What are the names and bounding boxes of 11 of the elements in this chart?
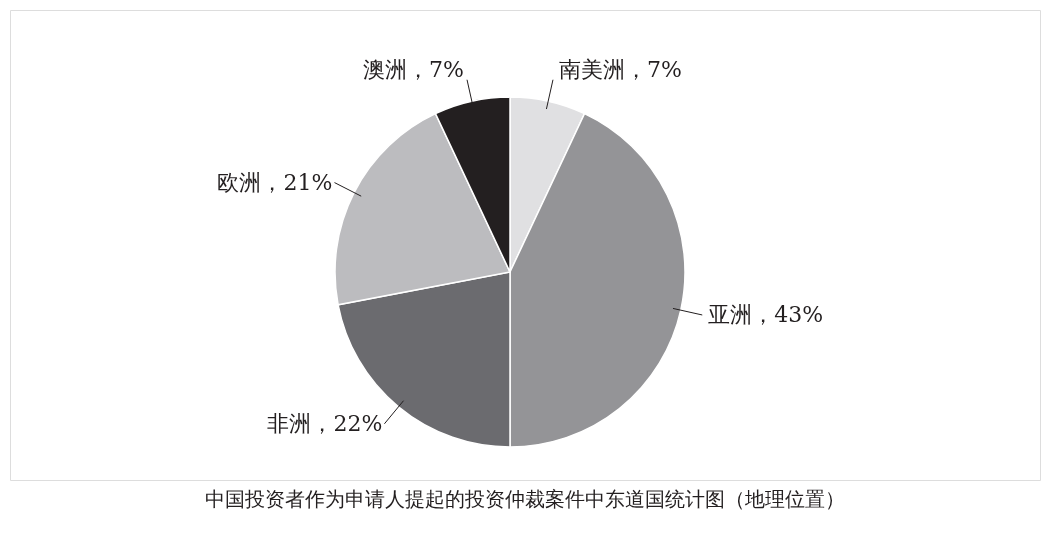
data-label: ，7%: [624, 56, 682, 82]
data-label: ，43%: [752, 301, 824, 327]
data-label: ，7%: [407, 56, 464, 82]
slice-label: 非洲: [267, 410, 312, 436]
data-label: ，21%: [261, 169, 333, 195]
slice-label: 欧洲: [217, 169, 262, 195]
text: 中国投资者作为申请人提起的投资仲裁案件中东道国统计图（地理位置）: [205, 487, 845, 511]
slice-label: 澳洲: [363, 56, 408, 82]
slice-label: 南美洲: [558, 56, 625, 82]
data-label: ，22%: [311, 410, 383, 436]
slice-label: 亚洲: [708, 301, 753, 327]
